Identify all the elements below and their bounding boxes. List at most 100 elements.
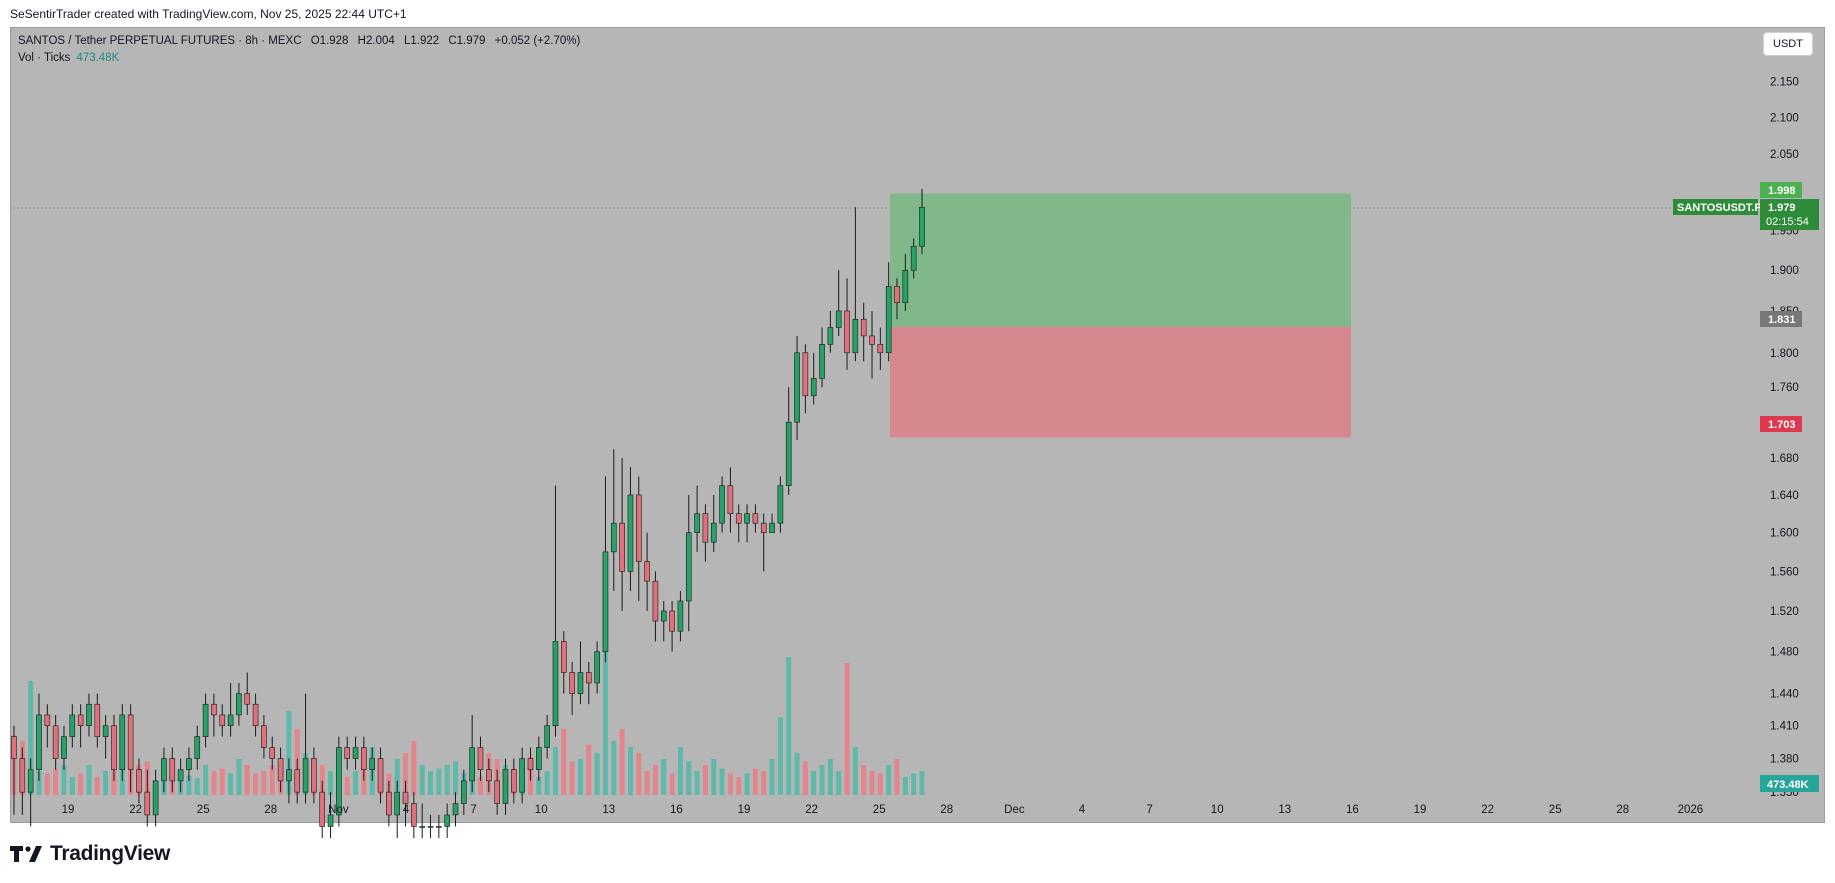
target-badge xyxy=(1760,182,1802,198)
volume-bar xyxy=(902,777,908,795)
candle-body xyxy=(685,532,692,602)
y-tick-label: 1.800 xyxy=(1770,348,1799,360)
x-tick-label: 4 xyxy=(1079,804,1086,816)
candle-body xyxy=(710,522,717,543)
volume-bar xyxy=(886,765,892,795)
candle-body xyxy=(327,814,334,827)
volume-legend[interactable]: Vol · Ticks 473.48K xyxy=(18,52,119,64)
volume-bar xyxy=(453,761,459,795)
y-tick-label: 1.640 xyxy=(1770,490,1799,502)
volume-bar xyxy=(594,753,600,795)
symbol-title[interactable]: SANTOS / Tether PERPETUAL FUTURES · 8h ·… xyxy=(18,35,302,47)
candle-body xyxy=(336,747,342,816)
x-tick-label: 19 xyxy=(62,804,75,816)
candle-body xyxy=(777,485,784,524)
y-tick-label: 1.440 xyxy=(1770,689,1799,701)
x-tick-label: 22 xyxy=(129,804,142,816)
volume-bar xyxy=(477,777,483,795)
candle-body xyxy=(894,286,900,304)
chart-legend[interactable]: SANTOS / Tether PERPETUAL FUTURES · 8h ·… xyxy=(18,35,586,47)
target-badge-text: 1.998 xyxy=(1768,185,1796,197)
volume-bar xyxy=(694,771,700,795)
position-zones[interactable] xyxy=(890,193,1351,438)
candle-body xyxy=(61,736,67,759)
volume-bar xyxy=(586,744,592,795)
volume-bar xyxy=(236,759,242,795)
x-tick-label: 28 xyxy=(940,804,953,816)
volume-bar xyxy=(636,753,642,795)
volume-bar xyxy=(702,765,708,795)
candle-body xyxy=(835,310,842,328)
tradingview-brand: TradingView xyxy=(50,842,171,865)
x-tick-label: 28 xyxy=(1616,804,1629,816)
tradingview-logo[interactable]: TradingView xyxy=(10,842,170,866)
candle-body xyxy=(194,736,201,759)
time-axis[interactable]: 19 22 25 28 Nov 4 7 10 13 16 19 22 25 28 Dec 4 7 10 13 16 19… xyxy=(62,804,1704,816)
ohlc-change: +0.052 (+2.70%) xyxy=(494,35,581,47)
candle-body xyxy=(910,245,917,271)
x-tick-label: 25 xyxy=(197,804,210,816)
volume-bar xyxy=(261,771,267,795)
loss-zone[interactable] xyxy=(890,326,1351,438)
y-tick-label: 2.050 xyxy=(1770,149,1799,161)
volume-bar xyxy=(769,759,775,795)
candle-body xyxy=(402,791,409,804)
last-price-badge xyxy=(1760,199,1819,230)
volume-bar xyxy=(644,771,650,795)
candle-body xyxy=(660,610,667,622)
volume-bar xyxy=(577,759,583,795)
candle-body xyxy=(602,551,609,653)
candle-body xyxy=(136,769,142,793)
candle-body xyxy=(744,513,750,524)
x-tick-label: 10 xyxy=(1211,804,1224,816)
candle-body xyxy=(635,494,642,562)
candle-body xyxy=(860,318,867,337)
volume-bar xyxy=(28,681,34,795)
x-tick-label: 19 xyxy=(738,804,751,816)
volume-bar xyxy=(569,761,575,795)
candle-body xyxy=(785,421,792,486)
candle-body xyxy=(102,725,109,737)
x-tick-label: 25 xyxy=(873,804,886,816)
currency-button[interactable]: USDT xyxy=(1763,32,1813,56)
candle-body xyxy=(286,769,292,782)
candle-body xyxy=(702,513,709,543)
x-tick-label: 13 xyxy=(1278,804,1291,816)
volume-bar xyxy=(877,773,883,795)
volume-bar xyxy=(319,765,325,795)
volume-bar xyxy=(602,651,608,795)
candle-body xyxy=(394,791,400,816)
volume-bar xyxy=(194,778,200,795)
candle-body xyxy=(111,725,117,770)
candle-body xyxy=(361,747,367,770)
candle-body xyxy=(77,714,84,727)
volume-bar xyxy=(669,773,675,795)
y-tick-label: 1.380 xyxy=(1770,754,1799,766)
x-tick-label: 2026 xyxy=(1678,804,1704,816)
candle-body xyxy=(652,580,659,622)
candle-body xyxy=(261,725,267,748)
profit-zone[interactable] xyxy=(890,193,1351,327)
candle-body xyxy=(810,378,817,397)
candle-body xyxy=(827,327,834,345)
volume-bar xyxy=(761,771,767,795)
volume-bar xyxy=(203,765,209,795)
volume-value: 473.48K xyxy=(76,52,120,64)
x-tick-label: 4 xyxy=(403,804,410,816)
x-tick-label: 22 xyxy=(805,804,818,816)
volume-bars xyxy=(11,651,925,795)
volume-bar xyxy=(802,761,808,795)
candle-body xyxy=(869,335,875,345)
volume-bar xyxy=(811,771,817,795)
candle-body xyxy=(411,803,417,827)
volume-bar xyxy=(719,768,725,795)
candle-body xyxy=(752,513,759,524)
candle-body xyxy=(161,758,167,782)
candle-body xyxy=(502,769,509,804)
volume-bar xyxy=(428,771,434,795)
volume-bar xyxy=(219,768,225,795)
candle-body xyxy=(694,513,700,533)
volume-bar xyxy=(86,765,92,795)
candle-body xyxy=(769,522,775,533)
